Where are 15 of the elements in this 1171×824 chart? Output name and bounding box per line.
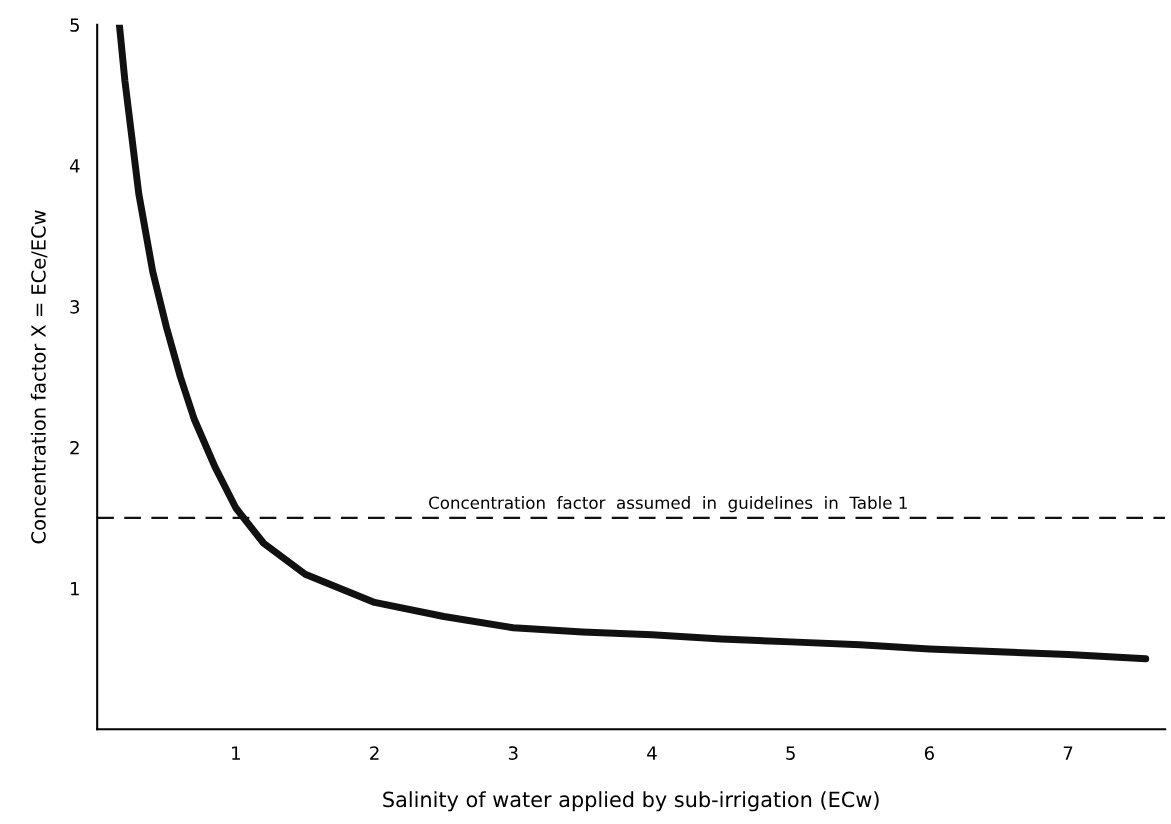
x-axis-title: Salinity of water applied by sub-irrigation (ECw) xyxy=(383,791,879,812)
x-tick-label: 4 xyxy=(647,746,657,760)
y-tick-label: 3 xyxy=(70,299,80,314)
x-tick-label: 1 xyxy=(232,746,240,760)
y-tick-label: 1 xyxy=(71,582,79,596)
y-tick-label: 5 xyxy=(70,18,79,32)
ref-line-label: Concentration factor assumed in guidelines in Table 1 xyxy=(429,496,907,513)
y-tick-label: 2 xyxy=(70,440,79,455)
x-tick-label: 5 xyxy=(786,746,795,760)
x-tick-label: 3 xyxy=(508,746,518,760)
x-tick-label: 7 xyxy=(1063,746,1073,760)
x-tick-label: 6 xyxy=(924,746,934,760)
y-axis-title: Concentration factor X = ECe/ECw xyxy=(30,210,48,544)
y-tick-label: 4 xyxy=(69,159,80,173)
x-tick-label: 2 xyxy=(370,746,379,760)
